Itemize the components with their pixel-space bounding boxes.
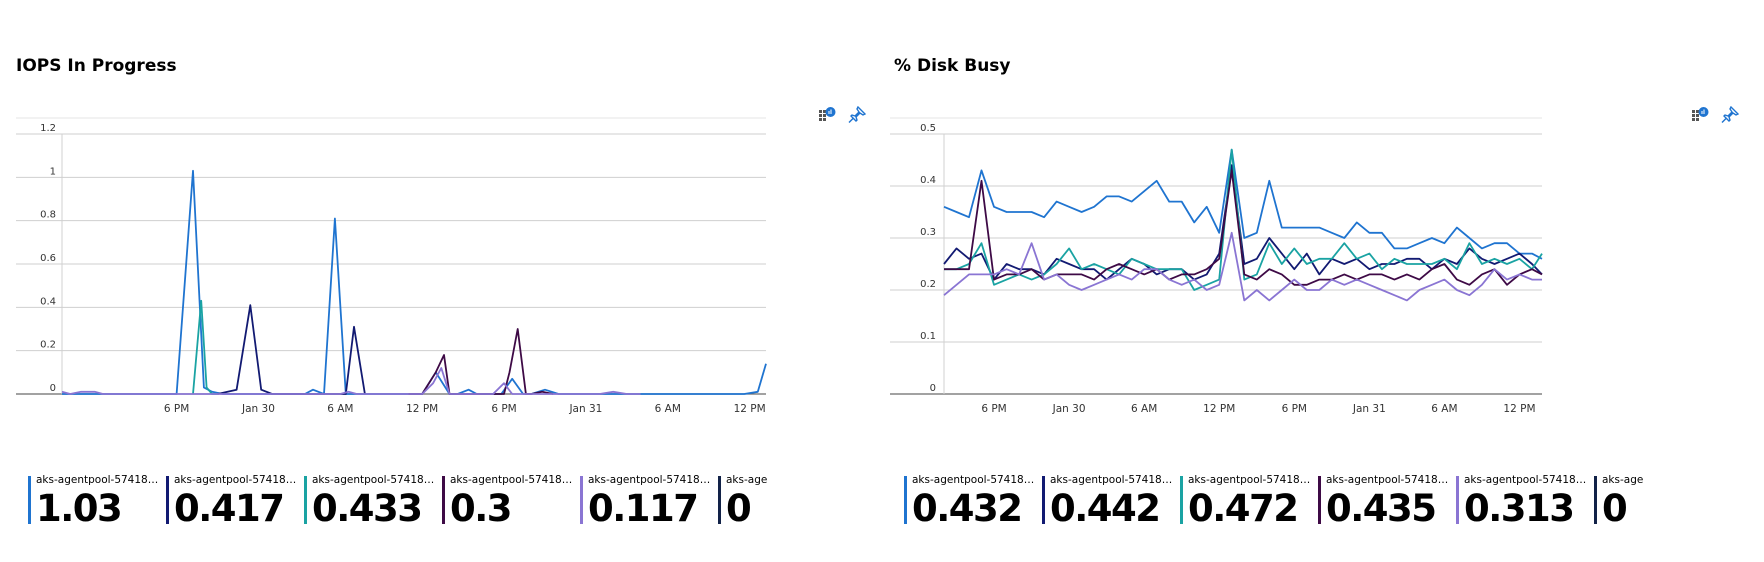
y-tick-label: 1	[50, 166, 56, 177]
legend-series-name: aks-age	[1602, 474, 1644, 486]
legend-item-3[interactable]: aks-agentpool-57418505-...0.433	[304, 474, 438, 534]
legend-series-value: 0.442	[1050, 487, 1161, 530]
legend-color-swatch	[1318, 476, 1321, 524]
series-line-3	[944, 148, 1543, 291]
series-line-5	[943, 231, 1542, 302]
x-tick-label: 6 PM	[491, 403, 516, 415]
legend-series-name: aks-agentpool-57418505-...	[450, 474, 574, 486]
x-tick-label: 12 PM	[1503, 403, 1535, 415]
legend-item-3[interactable]: aks-agentpool-57418505-...0.472	[1180, 474, 1314, 534]
y-tick-label: 0.1	[920, 331, 936, 342]
y-tick-label: 0.3	[920, 227, 936, 238]
legend-color-swatch	[904, 476, 907, 524]
y-tick-label: 0	[930, 383, 936, 394]
series-line-3	[192, 299, 218, 395]
x-tick-label: 6 AM	[655, 403, 681, 415]
legend-series-value: 0	[726, 487, 752, 530]
y-tick-label: 0	[50, 383, 56, 394]
y-tick-label: 0.2	[40, 340, 56, 351]
y-tick-label: 0.8	[40, 210, 56, 221]
legend-item-1[interactable]: aks-agentpool-57418505-...0.432	[904, 474, 1038, 534]
legend-color-swatch	[1456, 476, 1459, 524]
legend-color-swatch	[1042, 476, 1045, 524]
series-line-5	[61, 367, 641, 395]
legend-series-value: 0.472	[1188, 487, 1299, 530]
legend-series-value: 0.432	[912, 487, 1023, 530]
legend-color-swatch	[718, 476, 721, 524]
legend-color-swatch	[166, 476, 169, 524]
legend-item-5[interactable]: aks-agentpool-57418505-...0.117	[580, 474, 714, 534]
legend-color-swatch	[580, 476, 583, 524]
iops-panel: IOPS In Progress 0 0.2 0.4 0.6 0.8 1 1.2 6 PM Ja…	[0, 0, 880, 562]
disk-busy-line-chart: 0 0.1 0.2 0.3 0.4 0.5 6 PM Jan 30 6 AM 12 PM 6 PM J…	[890, 117, 1543, 415]
x-tick-label: 6 PM	[164, 403, 189, 415]
legend-color-swatch	[1180, 476, 1183, 524]
legend-series-value: 0.435	[1326, 487, 1437, 530]
legend-series-value: 0.417	[174, 487, 285, 530]
legend-series-value: 0.313	[1464, 487, 1575, 530]
legend-item-5[interactable]: aks-agentpool-57418505-...0.313	[1456, 474, 1590, 534]
chart-edit-icon[interactable]	[1691, 106, 1709, 124]
y-tick-label: 0.2	[920, 279, 936, 290]
x-tick-label: 12 PM	[734, 403, 766, 415]
y-tick-label: 0.5	[920, 123, 936, 134]
legend-series-value: 0.117	[588, 487, 699, 530]
y-tick-label: 0.4	[920, 175, 936, 186]
x-tick-label: Jan 30	[1052, 403, 1086, 415]
legend-series-name: aks-agentpool-57418505-...	[1050, 474, 1174, 486]
chart-title: % Disk Busy	[894, 56, 1011, 76]
pin-icon[interactable]	[1721, 105, 1740, 124]
legend-item-1[interactable]: aks-agentpool-57418505-...1.03	[28, 474, 162, 534]
legend-series-name: aks-agentpool-57418505-...	[1188, 474, 1312, 486]
legend-series-value: 1.03	[36, 487, 123, 530]
legend-item-2[interactable]: aks-agentpool-57418505-...0.417	[166, 474, 300, 534]
legend-series-name: aks-agentpool-57418505-...	[1326, 474, 1450, 486]
chart-title: IOPS In Progress	[16, 56, 177, 76]
legend-color-swatch	[28, 476, 31, 524]
x-tick-label: 12 PM	[406, 403, 438, 415]
legend-item-4[interactable]: aks-agentpool-57418505-...0.435	[1318, 474, 1452, 534]
x-tick-label: 6 AM	[1431, 403, 1457, 415]
disk-busy-panel: % Disk Busy 0 0.1 0.2 0.3 0.4 0.5 6 PM Jan 30 6 …	[890, 0, 1764, 562]
x-tick-label: Jan 31	[1352, 403, 1386, 415]
legend-series-name: aks-agentpool-57418505-...	[36, 474, 160, 486]
x-tick-label: 12 PM	[1203, 403, 1235, 415]
x-tick-label: Jan 30	[241, 403, 275, 415]
legend-series-name: aks-agentpool-57418505-...	[1464, 474, 1588, 486]
y-tick-label: 0.4	[40, 296, 56, 307]
legend-series-name: aks-agentpool-57418505-...	[312, 474, 436, 486]
legend-color-swatch	[442, 476, 445, 524]
legend-series-value: 0.3	[450, 487, 513, 530]
legend-series-name: aks-agentpool-57418505-...	[588, 474, 712, 486]
x-tick-label: 6 AM	[1131, 403, 1157, 415]
x-tick-label: 6 PM	[1282, 403, 1307, 415]
legend-series-name: aks-agentpool-57418505-...	[174, 474, 298, 486]
iops-line-chart: 0 0.2 0.4 0.6 0.8 1 1.2 6 PM Jan 30 6 AM 12 PM 6 PM…	[16, 117, 767, 415]
legend-series-value: 0	[1602, 487, 1628, 530]
legend-series-value: 0.433	[312, 487, 423, 530]
legend-item-4[interactable]: aks-agentpool-57418505-...0.3	[442, 474, 576, 534]
pin-icon[interactable]	[848, 105, 867, 124]
legend-color-swatch	[304, 476, 307, 524]
series-line-1	[943, 148, 1543, 260]
chart-edit-icon[interactable]	[818, 106, 836, 124]
legend-item-6[interactable]: aks-age 0	[718, 474, 852, 534]
x-tick-label: 6 PM	[981, 403, 1006, 415]
legend-series-name: aks-agentpool-57418505-...	[912, 474, 1036, 486]
legend-item-6[interactable]: aks-age 0	[1594, 474, 1728, 534]
series-line-4	[408, 328, 554, 395]
x-tick-label: 6 AM	[327, 403, 353, 415]
y-tick-label: 1.2	[40, 123, 56, 134]
series-line-2	[217, 304, 366, 395]
legend-item-2[interactable]: aks-agentpool-57418505-...0.442	[1042, 474, 1176, 534]
legend-series-name: aks-age	[726, 474, 768, 486]
x-tick-label: Jan 31	[568, 403, 602, 415]
legend-color-swatch	[1594, 476, 1597, 524]
y-tick-label: 0.6	[40, 253, 56, 264]
series-line-1	[62, 169, 767, 395]
